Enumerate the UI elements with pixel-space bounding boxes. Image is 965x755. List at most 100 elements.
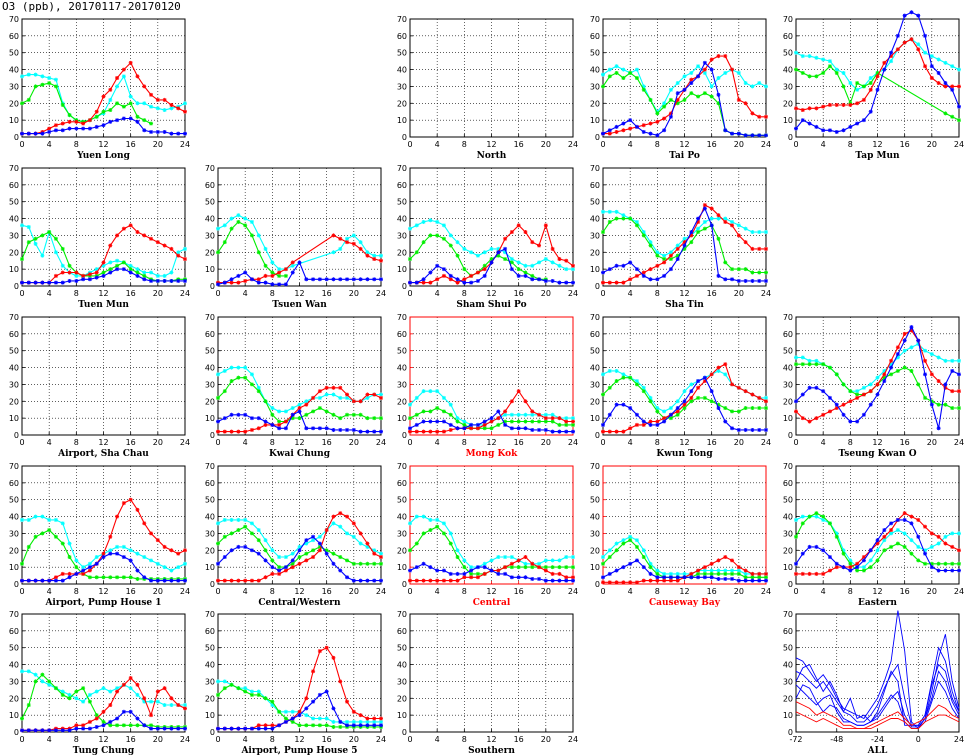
data-point [936, 541, 941, 546]
data-point [895, 47, 900, 52]
data-point [682, 399, 687, 404]
x-tick-label: 0 [19, 438, 24, 447]
data-point [324, 723, 329, 728]
data-point [736, 131, 741, 136]
x-tick-label: 24 [376, 587, 386, 596]
data-point [324, 551, 329, 556]
data-point [128, 676, 133, 681]
data-point [814, 385, 819, 390]
data-point [169, 278, 174, 283]
data-point [128, 497, 133, 502]
data-point [730, 409, 735, 414]
data-point [571, 429, 575, 434]
data-point [263, 419, 268, 424]
x-tick-label: 8 [655, 140, 660, 149]
data-point [516, 273, 521, 278]
data-point [743, 406, 748, 411]
data-point [345, 236, 350, 241]
data-point [662, 575, 667, 580]
data-point [249, 277, 254, 282]
data-point [827, 568, 832, 573]
data-point [408, 578, 412, 583]
y-tick-label: 50 [397, 644, 407, 653]
y-tick-label: 40 [590, 66, 600, 75]
data-point [709, 571, 714, 576]
x-tick-label: 8 [74, 587, 79, 596]
data-point [94, 575, 99, 580]
y-tick-label: 60 [205, 330, 215, 339]
data-point [60, 728, 65, 733]
panel-title: Causeway Bay [649, 598, 721, 608]
data-point [236, 544, 241, 549]
data-point [469, 250, 474, 255]
data-point [176, 253, 181, 258]
y-tick-label: 50 [9, 347, 19, 356]
y-tick-label: 70 [783, 313, 793, 322]
y-tick-label: 30 [9, 529, 19, 538]
data-point [943, 568, 948, 573]
data-point [814, 124, 819, 129]
y-tick-label: 50 [783, 49, 793, 58]
data-point [216, 561, 220, 566]
data-point [641, 84, 646, 89]
data-point [311, 699, 316, 704]
data-point [607, 219, 612, 224]
data-point [263, 575, 268, 580]
data-point [324, 426, 329, 431]
data-point [338, 679, 343, 684]
y-tick-label: 40 [205, 513, 215, 522]
data-point [67, 263, 72, 268]
data-point [655, 568, 660, 573]
data-point [743, 278, 748, 283]
data-point [807, 54, 812, 59]
data-point [183, 726, 187, 731]
data-point [571, 565, 575, 570]
data-point [689, 70, 694, 75]
data-point [702, 379, 707, 384]
x-tick-label: 8 [462, 140, 467, 149]
x-tick-label: -72 [789, 735, 802, 744]
data-point [101, 709, 106, 714]
data-point [149, 129, 154, 134]
data-point [882, 372, 887, 377]
data-point [304, 277, 309, 282]
data-point [40, 253, 45, 258]
data-point [848, 389, 853, 394]
data-point [297, 260, 302, 265]
x-tick-label: 24 [376, 289, 386, 298]
data-point [229, 682, 234, 687]
x-tick-label: 12 [98, 587, 108, 596]
y-tick-label: 60 [783, 330, 793, 339]
data-point [814, 358, 819, 363]
data-point [121, 260, 126, 265]
data-point [428, 528, 433, 533]
data-point [26, 240, 31, 245]
data-point [689, 395, 694, 400]
data-point [716, 236, 721, 241]
data-point [475, 422, 480, 427]
x-tick-label: 16 [126, 289, 136, 298]
data-point [176, 250, 181, 255]
data-point [121, 116, 126, 121]
data-point [530, 565, 535, 570]
y-tick-label: 70 [9, 164, 19, 173]
data-point [841, 128, 846, 133]
data-point [607, 555, 612, 560]
data-point [950, 87, 955, 92]
data-point [743, 81, 748, 86]
data-point [736, 97, 741, 102]
data-point [537, 277, 542, 282]
data-point [128, 101, 133, 106]
x-tick-label: 8 [270, 289, 275, 298]
data-point [682, 236, 687, 241]
data-point [696, 575, 701, 580]
y-tick-label: 40 [783, 364, 793, 373]
data-point [183, 706, 187, 711]
data-point [60, 263, 65, 268]
y-tick-label: 60 [397, 627, 407, 636]
data-point [800, 571, 805, 576]
data-point [757, 575, 762, 580]
data-point [428, 409, 433, 414]
data-point [523, 426, 528, 431]
data-point [379, 416, 383, 421]
